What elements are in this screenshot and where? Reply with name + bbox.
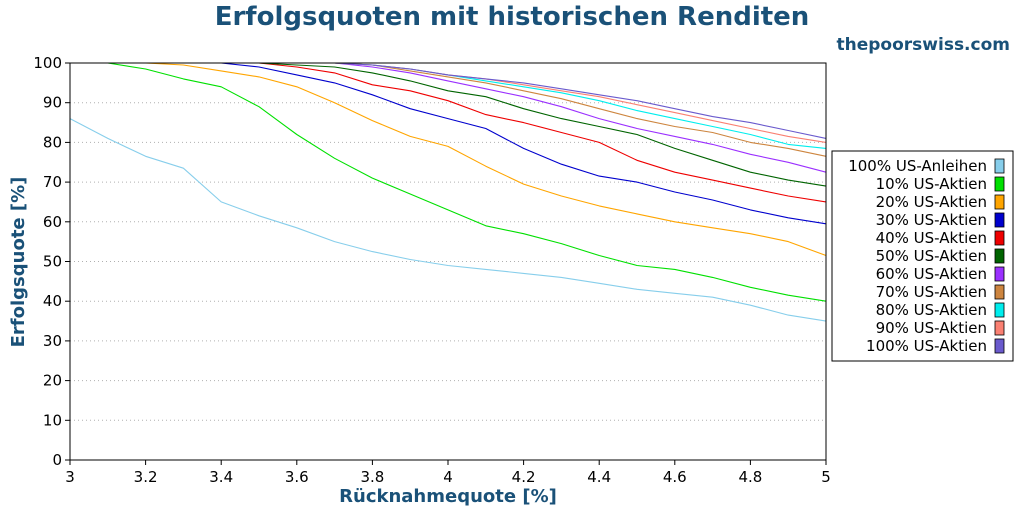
series-line-9: [70, 62, 827, 149]
legend-label: 20% US-Aktien: [876, 193, 987, 211]
y-axis-label: Erfolgsquote [%]: [8, 177, 29, 348]
y-tick-label: 20: [43, 372, 62, 390]
legend-label: 10% US-Aktien: [876, 175, 987, 193]
y-tick-label: 50: [43, 253, 62, 271]
legend-label: 50% US-Aktien: [876, 247, 987, 265]
series-line-3: [70, 62, 827, 257]
legend-swatch: [994, 248, 1005, 264]
legend-swatch: [994, 266, 1005, 282]
x-tick-label: 3: [65, 468, 75, 486]
x-tick-label: 3.4: [209, 468, 233, 486]
y-tick-label: 70: [43, 173, 62, 191]
y-tick-label: 30: [43, 332, 62, 350]
x-tick-label: 3.8: [360, 468, 384, 486]
x-tick-label: 4: [443, 468, 453, 486]
legend-swatch: [994, 176, 1005, 192]
x-tick-label: 4.4: [587, 468, 611, 486]
y-tick-label: 60: [43, 213, 62, 231]
axis-ticks: 0 10 20 30 40 50 60 70 80 90 100 3 3.2 3.4 3.6 3.8 4 4.2 4…: [33, 54, 830, 486]
grid-lines: [70, 102, 826, 421]
x-tick-label: 4.6: [663, 468, 687, 486]
legend-label: 90% US-Aktien: [876, 319, 987, 337]
x-tick-label: 3.6: [285, 468, 309, 486]
x-tick-label: 3.2: [134, 468, 158, 486]
x-tick-label: 5: [821, 468, 831, 486]
legend-label: 70% US-Aktien: [876, 283, 987, 301]
series-lines: [69, 62, 827, 322]
series-line-1: [69, 118, 827, 322]
legend-label: 60% US-Aktien: [876, 265, 987, 283]
series-line-4: [70, 62, 827, 225]
legend-box: [831, 150, 1014, 362]
legend-swatch: [994, 320, 1005, 336]
legend-label: 100% US-Aktien: [866, 337, 987, 355]
y-tick-label: 100: [33, 54, 62, 72]
y-tick-label: 40: [43, 292, 62, 310]
x-axis-label: Rücknahmequote [%]: [339, 486, 557, 507]
legend-label: 100% US-Anleihen: [848, 157, 987, 175]
x-tick-label: 4.8: [738, 468, 762, 486]
legend-swatch: [994, 338, 1005, 354]
y-tick-label: 10: [43, 411, 62, 429]
site-watermark: thepoorswiss.com: [837, 35, 1011, 55]
legend-label: 40% US-Aktien: [876, 229, 987, 247]
legend-label: 80% US-Aktien: [876, 301, 987, 319]
y-tick-label: 90: [43, 94, 62, 112]
legend-swatch: [994, 302, 1005, 318]
series-line-8: [70, 62, 827, 157]
series-line-2: [70, 62, 827, 302]
legend-swatch: [994, 212, 1005, 228]
legend-swatch: [994, 284, 1005, 300]
y-tick-label: 0: [52, 451, 62, 469]
plot-frame: [69, 62, 827, 461]
legend-swatch: [994, 230, 1005, 246]
chart-title: Erfolgsquoten mit historischen Renditen: [215, 2, 810, 32]
legend-swatch: [994, 158, 1005, 174]
x-tick-label: 4.2: [512, 468, 536, 486]
y-tick-label: 80: [43, 133, 62, 151]
legend-label: 30% US-Aktien: [876, 211, 987, 229]
legend-swatch: [994, 194, 1005, 210]
